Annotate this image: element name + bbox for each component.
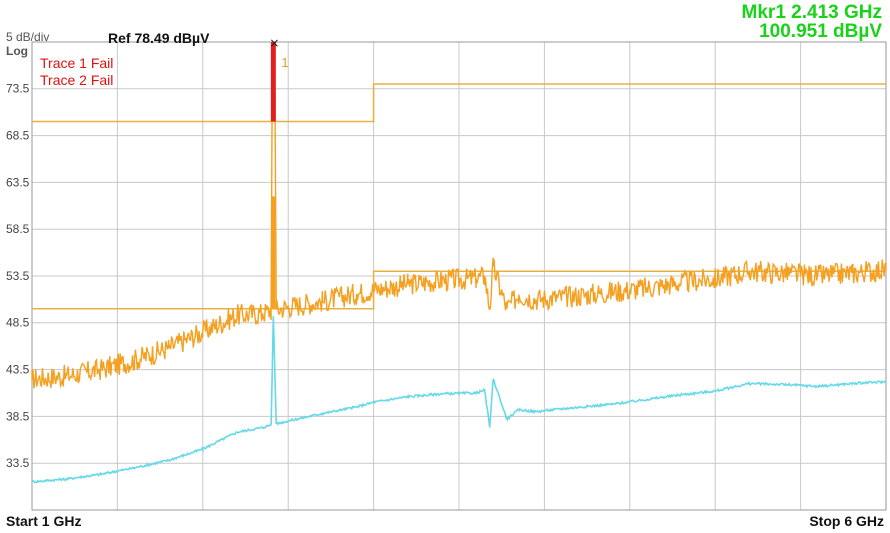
log-scale-label: Log [6, 44, 28, 58]
y-tick-label: 68.5 [6, 129, 30, 143]
start-frequency: Start 1 GHz [6, 513, 82, 529]
peak-limit-line [32, 83, 886, 123]
y-tick-label: 48.5 [6, 316, 30, 330]
y-tick-label: 38.5 [6, 409, 30, 423]
y-tick-label: 33.5 [6, 456, 30, 470]
y-tick-label: 58.5 [6, 222, 30, 236]
marker-amplitude: 100.951 dBµV [759, 21, 882, 42]
average-trace [31, 316, 887, 484]
y-tick-label: 63.5 [6, 175, 30, 189]
stop-frequency: Stop 6 GHz [809, 513, 884, 529]
marker-frequency: Mkr1 2.413 GHz [741, 2, 882, 23]
trace1-fail-status: Trace 1 Fail [40, 55, 113, 71]
reference-level: Ref 78.49 dBµV [108, 30, 210, 46]
y-tick-label: 53.5 [6, 269, 30, 283]
grid-lines [31, 41, 887, 511]
marker-group: ×1 [269, 36, 289, 309]
marker-number: 1 [281, 55, 288, 70]
marker-x-icon: × [269, 36, 279, 50]
plot-frame [31, 41, 887, 511]
peak-trace [31, 41, 887, 389]
y-tick-label: 43.5 [6, 363, 30, 377]
y-tick-label: 73.5 [6, 82, 30, 96]
traces [31, 41, 887, 484]
y-tick-labels: 73.5 68.5 63.5 58.5 53.5 48.5 43.5 38.5 33.5 [6, 82, 30, 470]
scale-label: 5 dB/div [6, 30, 50, 44]
trace2-fail-status: Trace 2 Fail [40, 72, 113, 88]
